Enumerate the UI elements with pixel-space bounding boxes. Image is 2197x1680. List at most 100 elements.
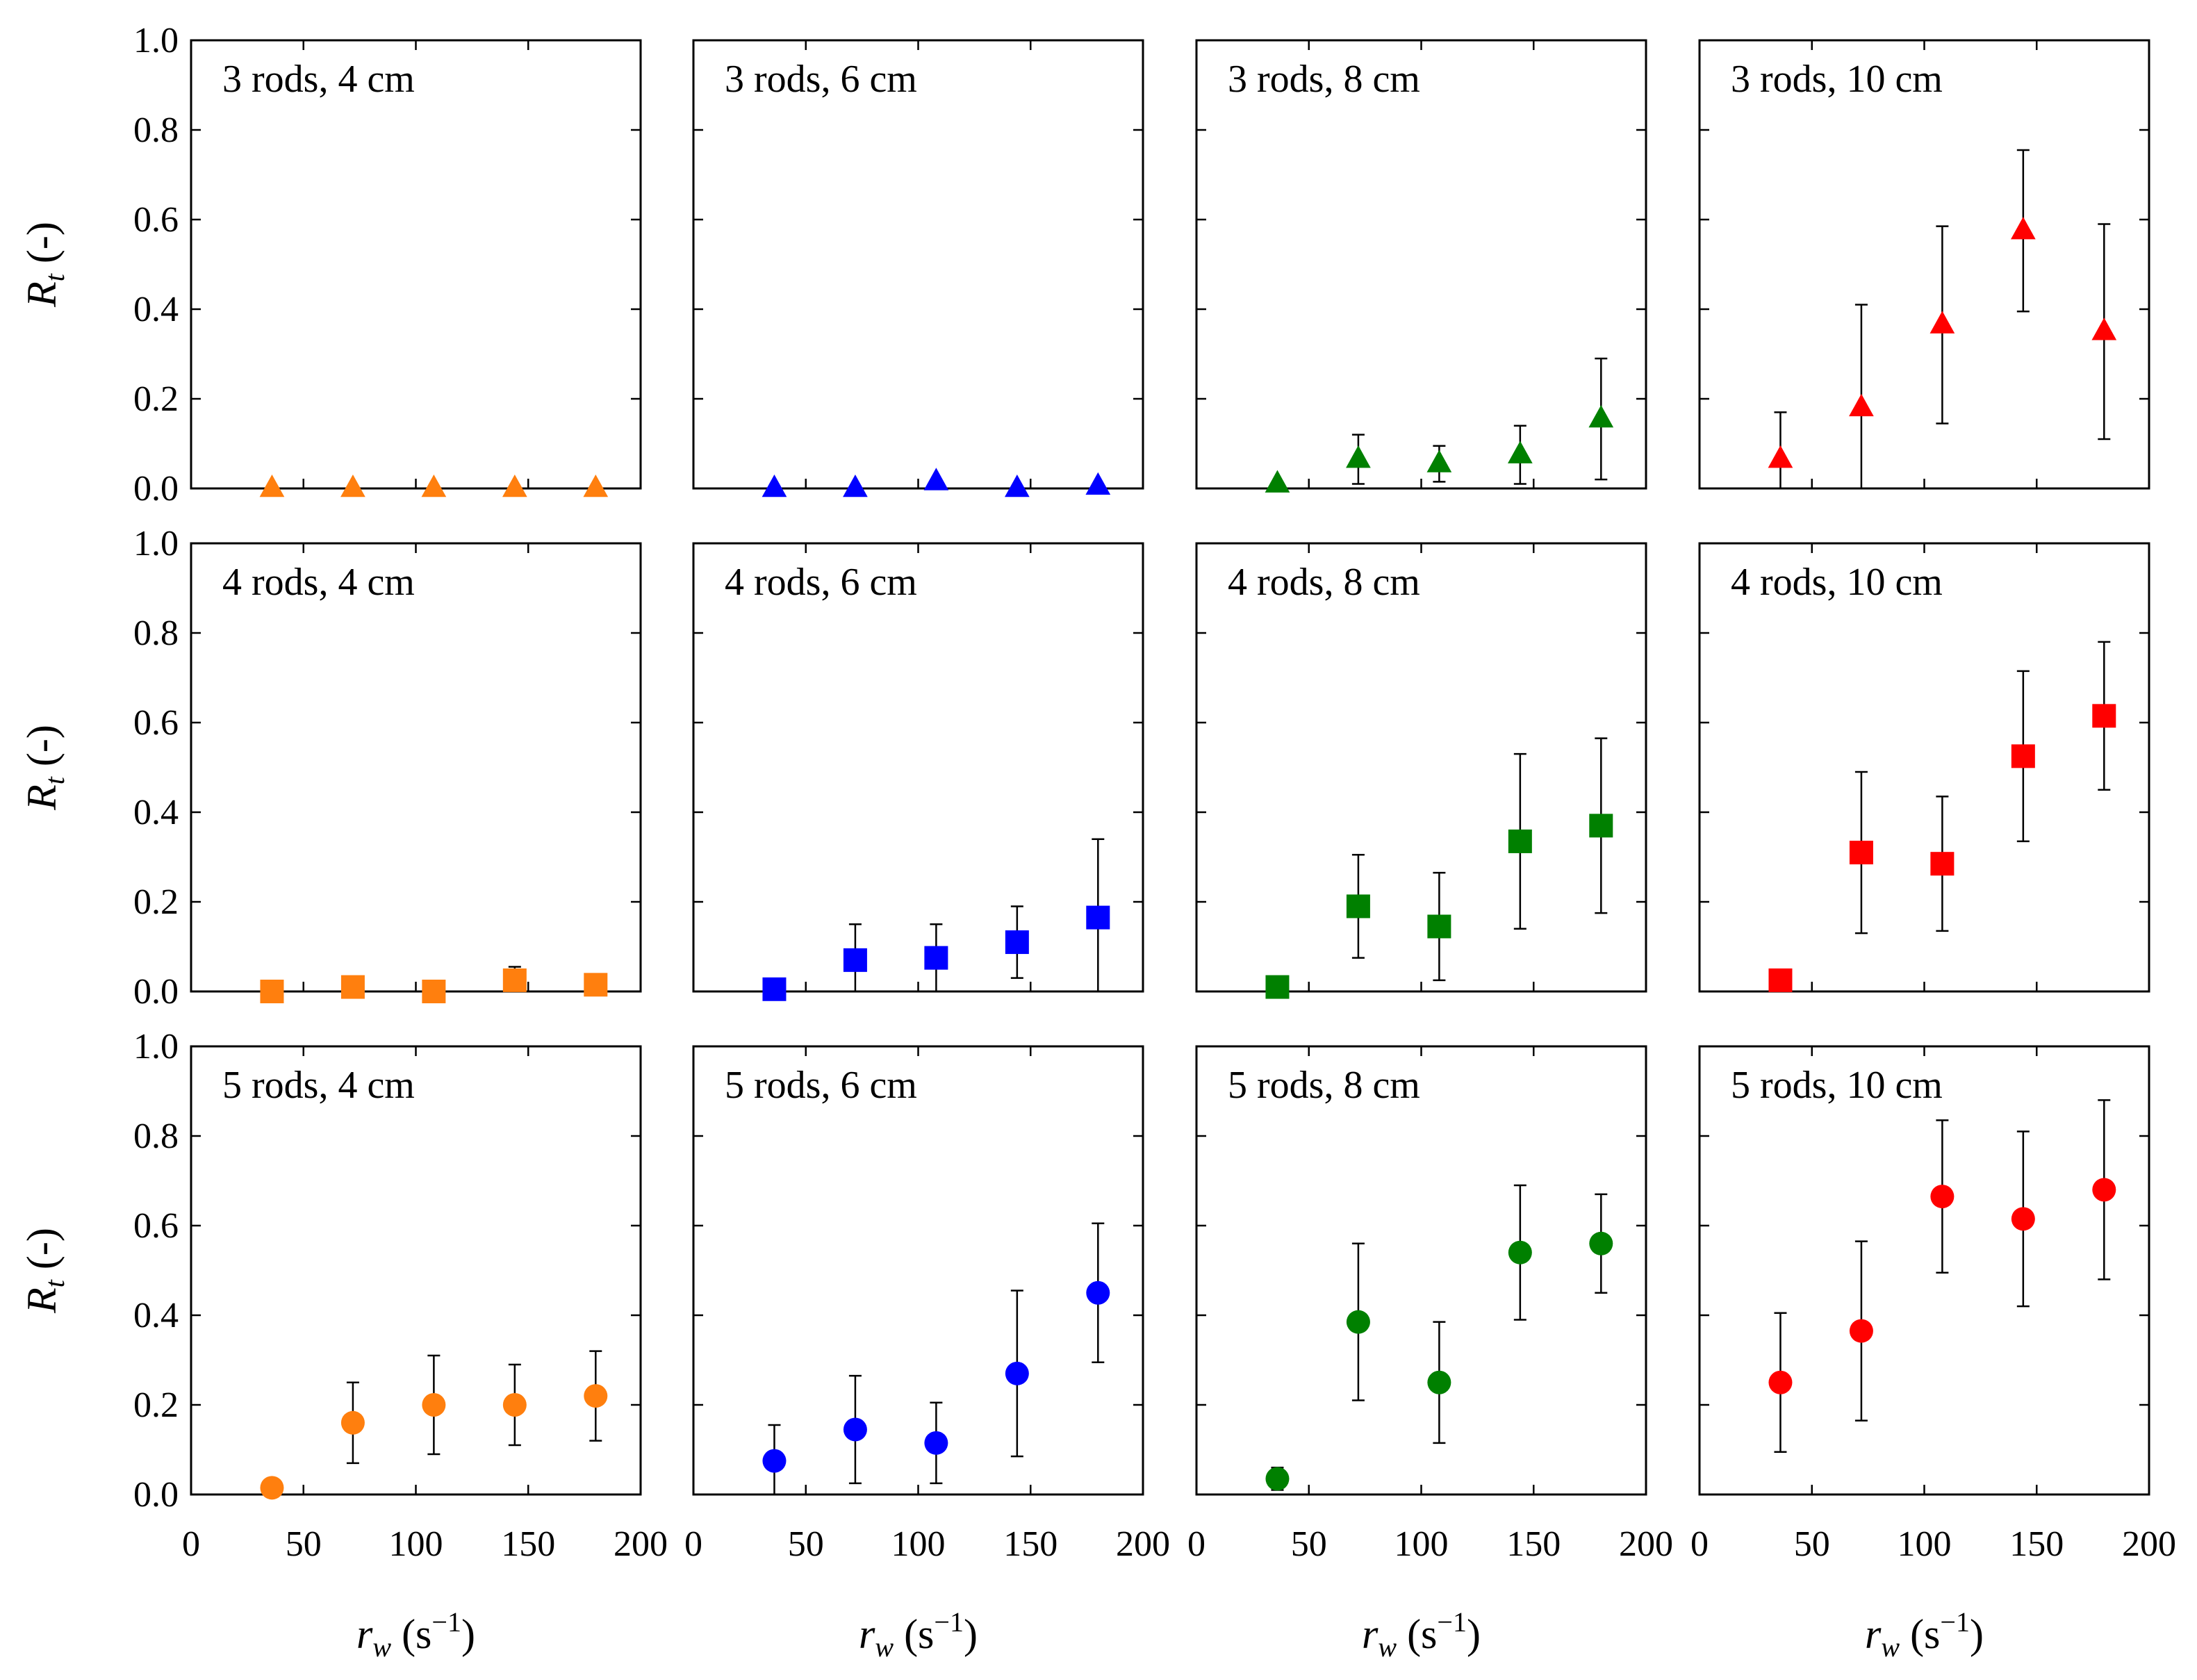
- data-point: [583, 474, 609, 497]
- data-point: [259, 474, 285, 497]
- y-tick-label: 1.0: [133, 21, 179, 60]
- data-point: [924, 946, 948, 970]
- x-tick-label: 100: [1394, 1524, 1449, 1564]
- x-tick-label: 150: [1506, 1524, 1561, 1564]
- x-axis-label: rw (s−1): [1865, 1606, 1984, 1663]
- data-point: [340, 1410, 365, 1435]
- x-tick-label: 100: [1898, 1524, 1952, 1564]
- data-point: [1346, 894, 1370, 919]
- data-point: [924, 1431, 948, 1455]
- y-tick-label: 1.0: [133, 524, 179, 563]
- data-point: [1768, 968, 1793, 992]
- data-point: [1849, 841, 1873, 865]
- panel-title: 4 rods, 8 cm: [1228, 561, 1420, 604]
- x-tick-label: 100: [389, 1524, 443, 1564]
- x-tick-label: 100: [891, 1524, 946, 1564]
- y-axis-label: Rt (-): [19, 725, 70, 811]
- x-tick-label: 0: [1690, 1524, 1709, 1564]
- panel-frame: [190, 542, 642, 993]
- panel-title: 3 rods, 10 cm: [1731, 58, 1943, 101]
- x-tick-label: 50: [788, 1524, 824, 1564]
- data-point: [1849, 393, 1874, 417]
- panel-frame: [190, 1045, 642, 1496]
- panel-grid: 0.0 0.2 0.4 0.6 0.8 1.0 3 rods, 4 cm 3 rods, 6 …: [133, 21, 2176, 1564]
- x-axis-label: rw (s−1): [859, 1606, 978, 1663]
- y-tick-label: 0.4: [133, 1296, 179, 1335]
- data-point: [843, 474, 868, 497]
- data-point: [1005, 1361, 1029, 1385]
- y-tick-label: 1.0: [133, 1027, 179, 1067]
- data-point: [923, 468, 949, 491]
- data-point: [1346, 445, 1371, 468]
- panel-3-rods-8-cm: 3 rods, 8 cm: [1195, 39, 1647, 493]
- data-point: [1426, 450, 1452, 472]
- panel-title: 4 rods, 10 cm: [1731, 561, 1943, 604]
- y-tick-label: 0.4: [133, 793, 179, 832]
- data-point: [843, 1417, 867, 1442]
- y-tick-label: 0.6: [133, 1206, 179, 1246]
- x-axis-label: rw (s−1): [1362, 1606, 1481, 1663]
- y-tick-label: 0.6: [133, 200, 179, 240]
- data-point: [422, 980, 446, 1003]
- data-point: [1768, 445, 1793, 468]
- panel-5-rods-8-cm: 0 50 100 150 200 5 rods, 8 cm: [1187, 1045, 1673, 1564]
- panel-frame: [692, 39, 1144, 490]
- data-point: [502, 474, 527, 497]
- panel-frame: [1195, 39, 1647, 490]
- data-point: [584, 973, 608, 997]
- data-point: [1085, 472, 1111, 495]
- x-tick-label: 150: [1003, 1524, 1058, 1564]
- panel-3-rods-4-cm: 0.0 0.2 0.4 0.6 0.8 1.0 3 rods, 4 cm: [133, 21, 642, 509]
- x-tick-label: 150: [2009, 1524, 2064, 1564]
- y-tick-label: 0.0: [133, 469, 179, 509]
- panel-frame: [1698, 39, 2150, 490]
- panel-frame: [692, 542, 1144, 993]
- y-tick-label: 0.6: [133, 703, 179, 743]
- y-axis-label: Rt (-): [19, 1228, 70, 1314]
- x-tick-label: 200: [2122, 1524, 2176, 1564]
- data-point: [1930, 852, 1955, 876]
- data-point: [1507, 440, 1533, 463]
- data-point: [502, 1393, 527, 1417]
- y-tick-label: 0.4: [133, 290, 179, 329]
- x-axis-label: rw (s−1): [356, 1606, 475, 1663]
- data-point: [340, 474, 365, 497]
- panel-title: 5 rods, 6 cm: [725, 1064, 917, 1107]
- x-tick-label: 0: [1187, 1524, 1206, 1564]
- data-point: [1427, 914, 1451, 939]
- data-point: [1265, 1467, 1290, 1491]
- data-point: [1849, 1319, 1873, 1343]
- panel-title: 4 rods, 4 cm: [222, 561, 415, 604]
- y-tick-label: 0.8: [133, 1117, 179, 1156]
- y-axis-label: Rt (-): [19, 222, 70, 308]
- data-point: [1346, 1310, 1370, 1334]
- data-point: [1929, 311, 1955, 333]
- x-tick-label: 200: [1116, 1524, 1170, 1564]
- panel-frame: [1195, 542, 1647, 993]
- data-point: [1427, 1370, 1451, 1394]
- panel-4-rods-8-cm: 4 rods, 8 cm: [1195, 542, 1647, 999]
- data-point: [1004, 474, 1030, 497]
- panel-frame: [1698, 1045, 2150, 1496]
- data-point: [843, 948, 867, 972]
- data-point: [2010, 217, 2036, 240]
- data-point: [762, 977, 787, 1001]
- data-point: [1930, 1185, 1955, 1209]
- panel-4-rods-4-cm: 0.0 0.2 0.4 0.6 0.8 1.0 4 rods, 4 cm: [133, 524, 642, 1012]
- x-tick-label: 50: [1794, 1524, 1830, 1564]
- data-point: [2091, 318, 2117, 340]
- data-point: [1265, 470, 1290, 493]
- panel-5-rods-6-cm: 0 50 100 150 200 5 rods, 6 cm: [684, 1045, 1170, 1564]
- y-axis-labels: Rt (-) Rt (-) Rt (-): [19, 222, 70, 1314]
- panel-frame: [190, 39, 642, 490]
- y-tick-label: 0.2: [133, 882, 179, 922]
- y-tick-label: 0.2: [133, 1385, 179, 1425]
- data-point: [1768, 1370, 1793, 1394]
- y-tick-label: 0.8: [133, 110, 179, 150]
- panel-title: 5 rods, 4 cm: [222, 1064, 415, 1107]
- data-point: [584, 1384, 608, 1408]
- data-point: [2011, 1207, 2035, 1231]
- x-tick-label: 0: [684, 1524, 702, 1564]
- x-tick-label: 150: [501, 1524, 555, 1564]
